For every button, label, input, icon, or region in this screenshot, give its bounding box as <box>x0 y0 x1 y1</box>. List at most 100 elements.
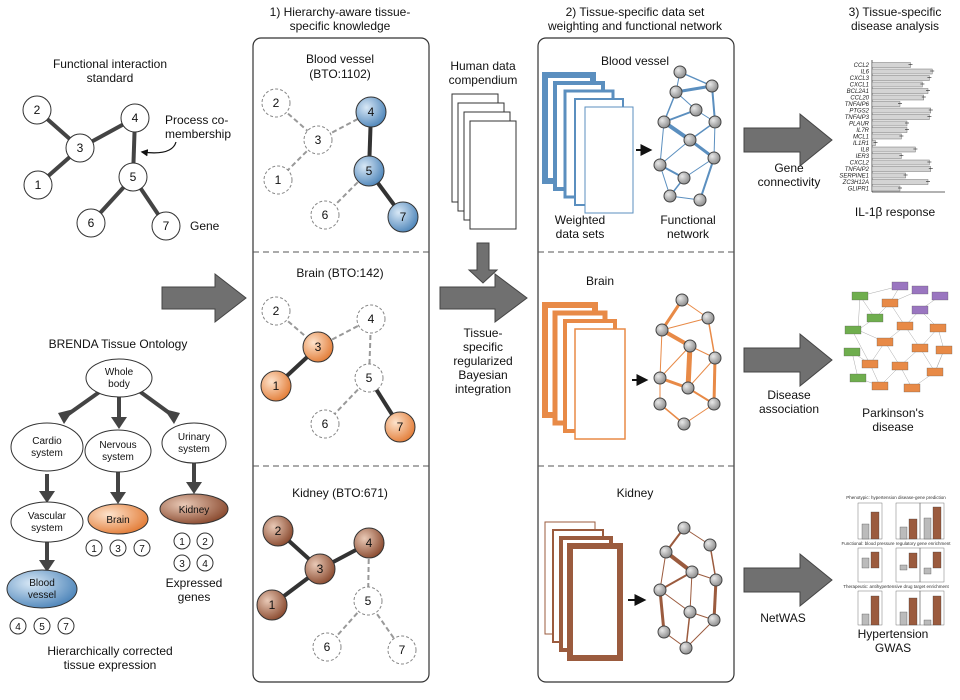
panel2-kidney-title: Kidney <box>617 486 654 500</box>
brain-node <box>87 503 149 535</box>
kidney-node <box>159 493 229 525</box>
il1b-gene-label: TNFAIP6 <box>845 102 870 108</box>
gene-number: 3 <box>115 544 121 555</box>
il1b-bar <box>871 179 929 185</box>
integration-label: Tissue- specific regularized Bayesian in… <box>453 326 512 396</box>
node-label: 4 <box>366 536 373 550</box>
nervous-node <box>84 429 152 473</box>
il1b-bar <box>871 140 876 146</box>
panel1-box <box>252 37 430 683</box>
gene-number: 4 <box>15 622 21 633</box>
il1b-gene-label: CCL2 <box>854 63 870 69</box>
node-label: 6 <box>322 208 329 222</box>
il1b-bar <box>871 185 901 192</box>
blood-vessel-label-1: Blood <box>29 578 55 589</box>
node-label: 1 <box>273 379 280 393</box>
il1b-bar <box>871 68 933 75</box>
panel1-tissue-knowledge: 1) Hierarchy-aware tissue- specific know… <box>252 5 430 683</box>
il1b-bar <box>871 62 911 68</box>
panel2-header-line1: 2) Tissue-specific data set <box>566 5 705 19</box>
blood-vessel-knowledge-network: Blood vessel (BTO:1102) 2 3 1 4 5 6 7 <box>261 52 419 233</box>
il1b-gene-label: MCL1 <box>853 135 869 141</box>
hier-corrected-line1: Hierarchically corrected <box>47 644 172 658</box>
functional-line1: Functional <box>660 213 715 227</box>
integration-line5: integration <box>455 382 511 396</box>
il1b-bar <box>871 159 930 166</box>
node-label: 5 <box>365 594 372 608</box>
gene-connectivity-line2: connectivity <box>758 175 821 189</box>
kidney-knowledge-network: Kidney (BTO:671) 2 3 1 4 5 6 7 <box>256 486 417 665</box>
cardio-node <box>10 422 84 472</box>
process-label-line1: Process co- <box>165 113 228 127</box>
hypertension-subtitle-1: Phenotypic: hypertension disease-gene pr… <box>846 495 946 500</box>
arrow-to-panel1 <box>161 272 247 324</box>
il1b-bar <box>871 107 931 114</box>
blood-weighted-block: Blood vessel Weighted data sets Function… <box>542 54 722 241</box>
il1b-bar <box>871 101 901 107</box>
nervous-label-2: system <box>102 452 134 463</box>
node-label: 6 <box>324 640 331 654</box>
gene-number: 5 <box>39 622 45 633</box>
node-label: 4 <box>368 105 375 119</box>
cardio-label-2: system <box>31 448 63 459</box>
brenda-tissue-ontology: BRENDA Tissue Ontology Whole body Cardio… <box>6 337 229 672</box>
gene-number: 3 <box>179 559 185 570</box>
il1b-gene-label: CXCL3 <box>850 76 870 82</box>
gene-number: 7 <box>63 622 69 633</box>
gene-number: 1 <box>91 544 97 555</box>
urinary-node <box>161 422 227 464</box>
hypertension-line2: GWAS <box>875 641 911 655</box>
il1b-gene-label: TNFAIP2 <box>845 167 870 173</box>
weighted-line2: data sets <box>556 227 605 241</box>
il1b-gene-label: ZC3H12A <box>842 180 869 186</box>
hypertension-mini-charts: Phenotypic: hypertension disease-gene pr… <box>841 495 951 626</box>
blood-expressed-genes: 4 5 7 <box>9 617 75 635</box>
human-data-compendium: Human data compendium <box>449 59 517 284</box>
node-label: 7 <box>399 643 406 657</box>
il1b-bar <box>871 166 931 172</box>
brain-label: Brain <box>106 515 129 526</box>
gene-connectivity-line1: Gene <box>774 161 804 175</box>
blood-vessel-label-2: vessel <box>28 590 56 601</box>
panel1-kidney-title: Kidney (BTO:671) <box>292 486 388 500</box>
expressed-genes-line1: Expressed <box>166 576 223 590</box>
vascular-node <box>10 501 84 543</box>
brenda-title: BRENDA Tissue Ontology <box>49 337 188 351</box>
node-label: 7 <box>163 219 170 233</box>
hypertension-line1: Hypertension <box>858 627 929 641</box>
gene-label: Gene <box>190 219 220 233</box>
process-pointer-arrow <box>140 141 177 157</box>
il1b-bar <box>871 172 906 179</box>
disease-association-line2: association <box>759 402 819 416</box>
functional-title-line2: standard <box>87 71 134 85</box>
gene-number: 2 <box>202 537 208 548</box>
il1b-gene-label: PLAUR <box>849 122 870 128</box>
brain-expressed-genes: 1 3 7 <box>85 539 151 557</box>
node-label: 7 <box>400 210 407 224</box>
compendium-down-arrow <box>467 242 499 284</box>
il1b-bar <box>871 94 924 101</box>
il1b-gene-label: CXCL2 <box>850 161 870 167</box>
urinary-label-1: Urinary <box>178 432 210 443</box>
node-label: 7 <box>397 420 404 434</box>
il1b-gene-label: CCL20 <box>850 96 869 102</box>
il1b-gene-label: IER3 <box>856 154 870 160</box>
arrow-to-panel2 <box>439 273 528 323</box>
il1b-gene-label: CXCL1 <box>850 83 869 89</box>
hypertension-subtitle-2: Functional: blood pressure regulatory ge… <box>841 541 951 546</box>
vascular-label-1: Vascular <box>28 511 67 522</box>
hier-corrected-line2: tissue expression <box>64 658 157 672</box>
il1b-gene-label: IL6 <box>861 70 870 76</box>
parkinson-network <box>843 281 953 393</box>
node-label: 3 <box>77 141 84 155</box>
whole-body-label-2: body <box>108 379 130 390</box>
node-label: 5 <box>366 371 373 385</box>
expressed-genes-line2: genes <box>178 590 211 604</box>
kidney-label: Kidney <box>179 505 210 516</box>
cardio-label-1: Cardio <box>32 436 62 447</box>
node-label: 4 <box>132 111 139 125</box>
gene-number: 7 <box>139 544 145 555</box>
standard-node-labels: 2 3 1 4 5 6 7 <box>34 103 170 233</box>
brain-weighted-block: Brain <box>542 274 722 440</box>
panel3-header-line2: disease analysis <box>851 19 939 33</box>
